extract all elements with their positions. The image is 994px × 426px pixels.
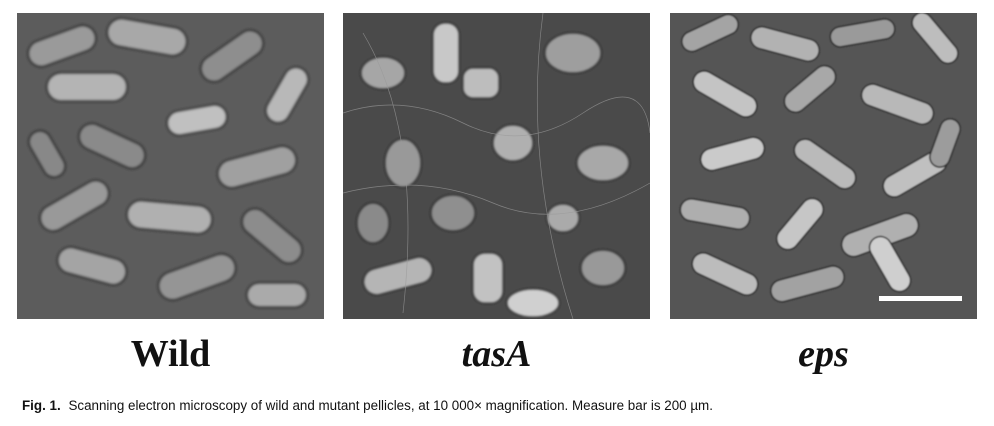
wild-texture <box>17 13 324 319</box>
sem-micrograph-tasA <box>343 13 650 319</box>
tasA-texture <box>343 13 650 319</box>
caption-text: Scanning electron microscopy of wild and… <box>68 398 713 413</box>
panel-label-tasA: tasA <box>461 333 532 375</box>
eps-texture <box>670 13 977 319</box>
figure-number: Fig. 1. <box>22 398 61 413</box>
sem-micrograph-wild <box>17 13 324 319</box>
panel-label-eps: eps <box>798 333 849 375</box>
panel-label-wild: Wild <box>130 333 211 375</box>
sem-micrograph-eps <box>670 13 977 319</box>
scale-bar <box>879 296 962 301</box>
figure-caption: Fig. 1. Scanning electron microscopy of … <box>22 398 713 413</box>
